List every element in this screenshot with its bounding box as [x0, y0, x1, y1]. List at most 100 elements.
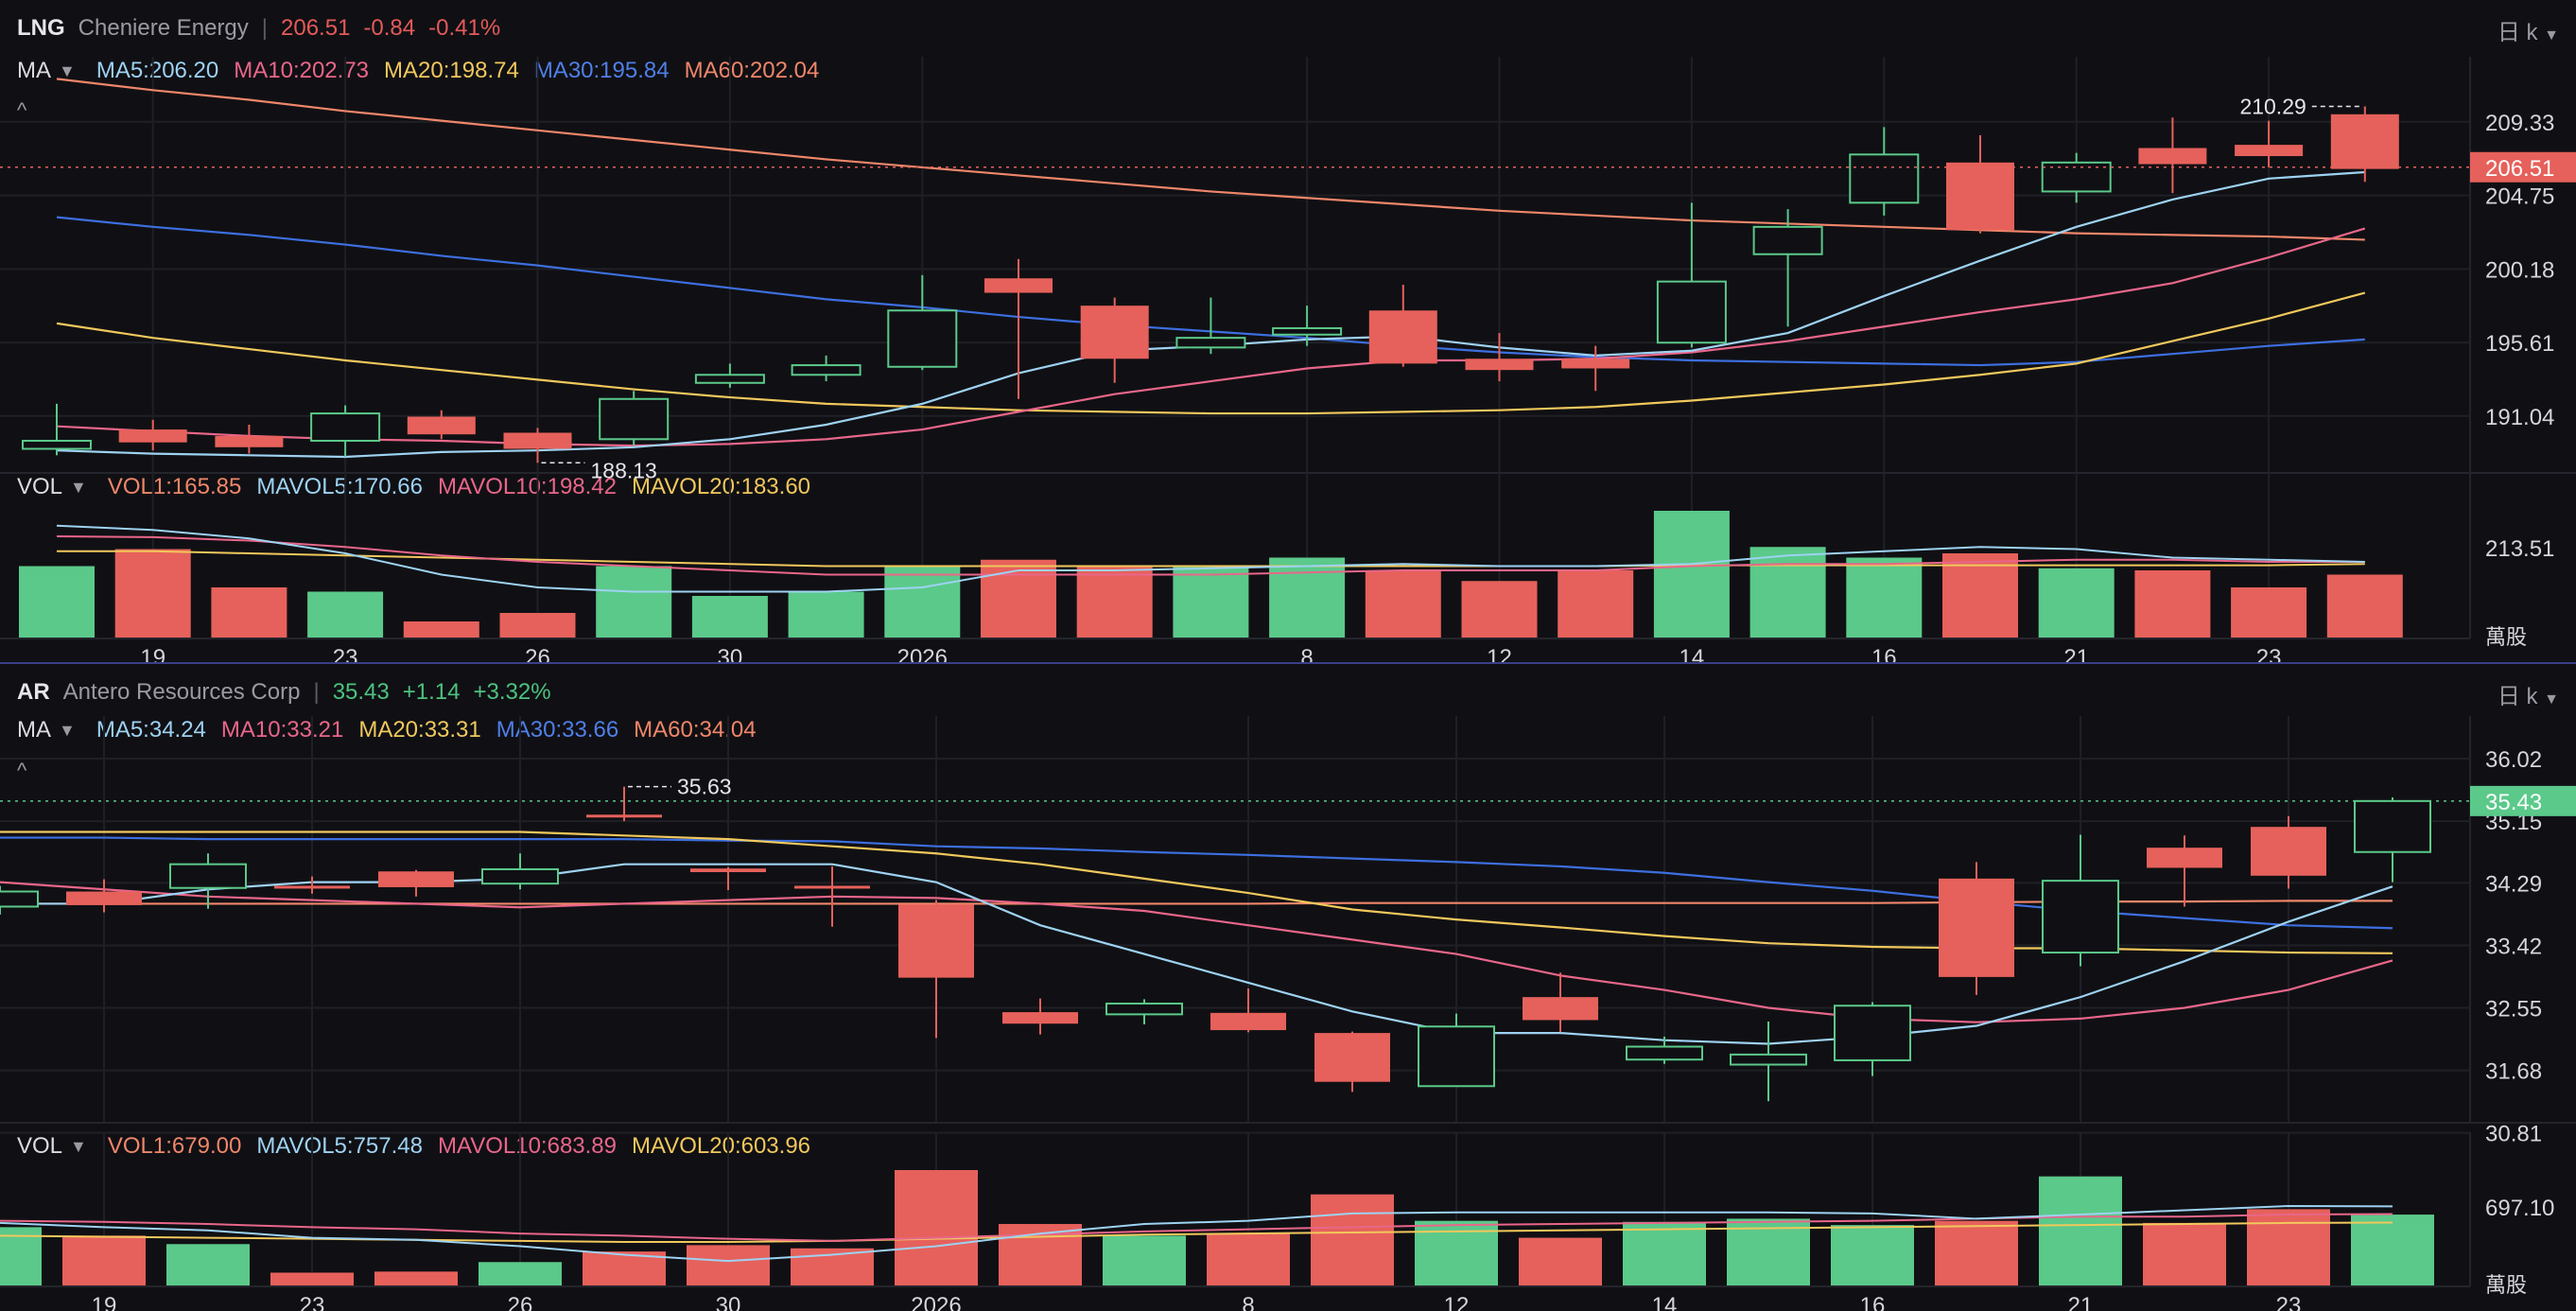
- legend-ma30: MA30:195.84: [533, 58, 670, 83]
- caret-down-icon[interactable]: ▼: [70, 477, 87, 497]
- legend-mavol5: MAVOL5:757.48: [256, 1133, 423, 1159]
- volume-bar: [19, 566, 95, 638]
- volume-bar: [270, 1272, 354, 1286]
- legend-vol1: VOL1:165.85: [107, 474, 242, 499]
- vol-selector-label[interactable]: VOL: [17, 1133, 63, 1159]
- moving-average-ma60: [56, 78, 2365, 241]
- timeframe-selector[interactable]: 日 k ▼: [2498, 13, 2559, 46]
- price-change-pct: +3.32%: [473, 679, 551, 705]
- last-price: 206.51: [281, 15, 351, 41]
- volume-chart-ar[interactable]: 697.10 萬股 19 23 26 30 2026 8 12 14 16 21 23: [0, 1132, 2576, 1311]
- candle-body: [1002, 1012, 1078, 1024]
- volume-bar: [499, 613, 576, 638]
- legend-ma60: MA60:202.04: [684, 58, 820, 83]
- volume-average-mavol5: [0, 1205, 2393, 1263]
- volume-bar: [2134, 570, 2211, 638]
- candle-body: [1946, 162, 2014, 231]
- timeframe-label: 日 k: [2497, 20, 2538, 45]
- panel-divider: [0, 662, 2576, 664]
- volume-bar: [596, 566, 672, 638]
- header-separator: |: [261, 15, 269, 41]
- volume-bar: [2351, 1215, 2434, 1286]
- candle-body: [66, 891, 142, 905]
- price-axis-tick: 36.02: [2485, 747, 2542, 773]
- chevron-down-icon: ▼: [2544, 691, 2559, 708]
- volume-average-mavol10: [0, 1213, 2393, 1242]
- panel-header: LNG Cheniere Energy | 206.51 -0.84 -0.41…: [0, 0, 2576, 57]
- ma-selector-label[interactable]: MA: [17, 717, 51, 743]
- volume-bar: [687, 1245, 770, 1286]
- candle-body: [503, 432, 572, 449]
- candle-body: [1523, 997, 1598, 1021]
- volume-bar: [166, 1244, 250, 1286]
- candle-body: [22, 439, 92, 450]
- candle-body: [984, 278, 1053, 293]
- caret-down-icon[interactable]: ▼: [59, 720, 76, 740]
- candle-body: [118, 429, 187, 443]
- candle-body: [1080, 306, 1149, 359]
- candle-body: [1418, 1025, 1495, 1088]
- collapse-icon[interactable]: ^: [17, 98, 27, 122]
- volume-bar: [1846, 557, 1923, 638]
- moving-average-ma5: [0, 863, 2393, 1045]
- volume-bar: [211, 587, 287, 638]
- candle-body: [2147, 848, 2222, 868]
- candle-body: [794, 885, 870, 889]
- legend-mavol10: MAVOL10:198.42: [437, 474, 617, 499]
- price-chart-lng[interactable]: 209.33 204.75 200.18 195.61 191.04 206.51 210.…: [0, 57, 2576, 482]
- volume-bar: [1558, 570, 1634, 638]
- volume-average-mavol20: [57, 550, 2365, 568]
- candle-body: [1272, 326, 1343, 336]
- volume-bar: [788, 591, 864, 638]
- moving-average-ma10: [56, 227, 2366, 447]
- timeframe-selector[interactable]: 日 k ▼: [2498, 677, 2559, 710]
- ticker-symbol[interactable]: LNG: [17, 15, 65, 41]
- volume-bar: [1519, 1237, 1602, 1286]
- legend-ma20: MA20:198.74: [384, 58, 519, 83]
- candle-body: [1626, 1045, 1703, 1061]
- vol-selector-label[interactable]: VOL: [17, 474, 63, 499]
- legend-mavol20: MAVOL20:183.60: [632, 474, 811, 499]
- volume-axis-tick: 697.10: [2485, 1196, 2554, 1221]
- volume-bar: [2247, 1209, 2330, 1286]
- volume-bar: [1623, 1221, 1706, 1286]
- price-change: +1.14: [402, 679, 461, 705]
- time-axis-label: 23: [300, 1293, 325, 1311]
- candle-body: [1314, 1033, 1390, 1082]
- volume-bar: [374, 1271, 458, 1286]
- price-chart-ar[interactable]: 36.0235.1534.2933.4232.5531.6830.8135.43…: [0, 716, 2576, 1147]
- volume-bar: [1935, 1220, 2018, 1286]
- time-axis-label: 14: [1652, 1293, 1678, 1311]
- price-axis-tick: 32.55: [2485, 997, 2542, 1023]
- volume-bar: [1727, 1218, 1810, 1286]
- volume-average-mavol5: [56, 524, 2365, 593]
- price-axis-tick: 195.61: [2485, 331, 2554, 357]
- volume-bar: [62, 1235, 146, 1286]
- time-axis-label: 21: [2068, 1293, 2094, 1311]
- caret-down-icon[interactable]: ▼: [59, 61, 76, 80]
- volume-bar: [981, 559, 1056, 638]
- volume-bar: [1269, 557, 1346, 638]
- candle-body: [1175, 337, 1246, 349]
- legend-vol1: VOL1:679.00: [107, 1133, 242, 1159]
- ticker-symbol[interactable]: AR: [17, 679, 50, 705]
- candle-body: [1849, 153, 1920, 204]
- price-axis-tick: 34.29: [2485, 871, 2542, 897]
- candle-body: [215, 435, 284, 447]
- volume-bar: [583, 1251, 666, 1286]
- time-axis-label: 23: [2276, 1293, 2302, 1311]
- legend-mavol5: MAVOL5:170.66: [256, 474, 423, 499]
- volume-bar: [2326, 574, 2403, 638]
- ma-selector-label[interactable]: MA: [17, 58, 51, 83]
- candle-body: [791, 364, 862, 376]
- volume-bar: [2231, 587, 2307, 638]
- volume-bar: [403, 621, 479, 638]
- candle-body: [1834, 1005, 1911, 1061]
- price-change: -0.84: [363, 15, 416, 41]
- candle-body: [2251, 827, 2326, 876]
- collapse-icon[interactable]: ^: [17, 759, 27, 782]
- volume-bar: [1365, 570, 1441, 638]
- caret-down-icon[interactable]: ▼: [70, 1136, 87, 1156]
- legend-ma20: MA20:33.31: [358, 717, 481, 743]
